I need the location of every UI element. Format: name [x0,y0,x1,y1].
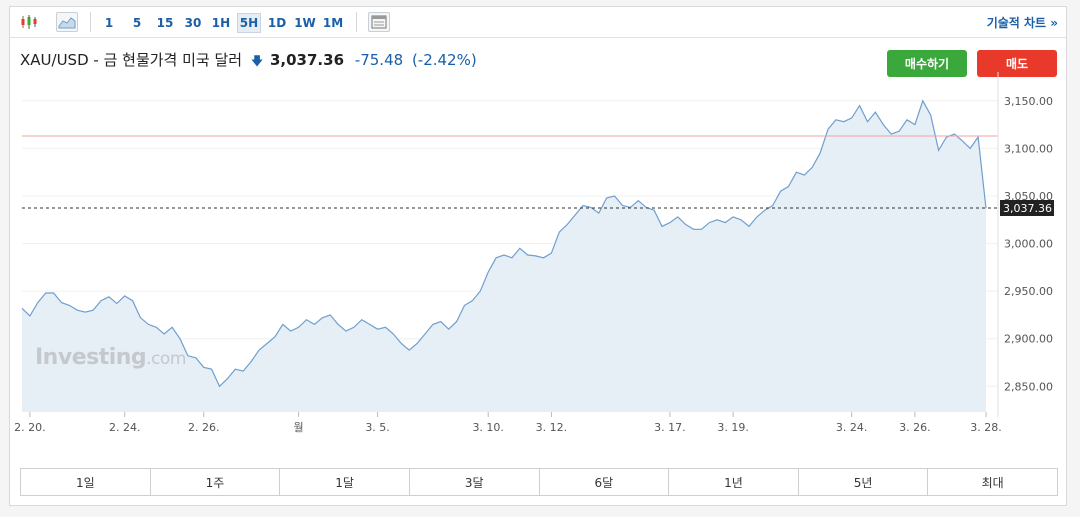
timeframe-15[interactable]: 15 [156,16,174,30]
instrument-name: XAU/USD - 금 현물가격 미국 달러 [20,51,243,69]
table-view-icon[interactable] [368,12,390,32]
investing-watermark: Investing.com [35,345,186,370]
last-price: 3,037.36 [269,51,345,69]
timeframe-1[interactable]: 1 [104,16,114,30]
candlestick-icon[interactable] [18,12,40,32]
timeframe-30[interactable]: 30 [184,16,202,30]
range-1m[interactable]: 1달 [280,469,410,495]
range-3m[interactable]: 3달 [410,469,540,495]
range-selector: 1일 1주 1달 3달 6달 1년 5년 최대 [20,468,1058,496]
x-tick-label: 3. 5. [365,421,390,434]
x-tick-label: 2. 24. [109,421,141,434]
timeframe-1w[interactable]: 1W [294,16,316,30]
instrument-header: XAU/USD - 금 현물가격 미국 달러 🡇 3,037.36 -75.48… [20,49,477,73]
price-area [22,100,986,413]
y-tick-label: 3,000.00 [1004,238,1053,251]
x-tick-label: 3. 26. [899,421,931,434]
range-1w[interactable]: 1주 [151,469,281,495]
y-tick-label: 2,900.00 [1004,333,1053,346]
chart-panel: 1 5 15 30 1H 5H 1D 1W 1M 기술적 차트 » XAU/US… [9,6,1067,506]
timeframe-1m[interactable]: 1M [322,16,344,30]
y-tick-label: 3,100.00 [1004,142,1053,155]
timeframe-1h[interactable]: 1H [211,16,231,30]
y-tick-label: 2,850.00 [1004,380,1053,393]
down-arrow-icon: 🡇 [250,54,264,68]
range-max[interactable]: 최대 [981,475,1004,490]
price-line [21,99,987,388]
y-tick-label: 3,150.00 [1004,95,1053,108]
x-tick-label: 3. 24. [836,421,868,434]
x-tick-label: 3. 17. [654,421,686,434]
price-chart: 3,150.00 3,100.00 3,050.00 3,000.00 2,950.00… [14,72,1054,434]
price-change-percent: (-2.42%) [411,51,477,69]
last-price-tag-label: 3,037.36 [1003,202,1052,215]
timeframe-5[interactable]: 5 [132,16,142,30]
x-tick-label: 2. 26. [188,421,220,434]
sell-button[interactable]: 매도 [977,50,1057,77]
timeframe-5h[interactable]: 5H [237,13,261,33]
buy-button[interactable]: 매수하기 [887,50,967,77]
x-tick-label: 월 [293,421,303,434]
range-5y[interactable]: 5년 [799,469,929,495]
toolbar-separator [90,12,91,32]
timeframe-1d[interactable]: 1D [267,16,287,30]
y-tick-label: 3,050.00 [1004,190,1053,203]
range-1d[interactable]: 1일 [21,469,151,495]
area-chart-icon[interactable] [56,12,78,32]
price-change: -75.48 [354,51,404,69]
chart-toolbar: 1 5 15 30 1H 5H 1D 1W 1M 기술적 차트 » [10,7,1066,38]
x-tick-label: 3. 10. [472,421,504,434]
toolbar-separator [356,12,357,32]
range-6m[interactable]: 6달 [540,469,670,495]
x-tick-label: 3. 28. [970,421,1002,434]
x-tick-label: 3. 12. [536,421,568,434]
last-price-tag [1000,199,1054,216]
range-1y[interactable]: 1년 [669,469,799,495]
x-tick-label: 3. 19. [717,421,749,434]
y-tick-label: 2,950.00 [1004,285,1053,298]
technical-chart-link[interactable]: 기술적 차트 » [986,16,1058,30]
x-tick-label: 2. 20. [14,421,46,434]
